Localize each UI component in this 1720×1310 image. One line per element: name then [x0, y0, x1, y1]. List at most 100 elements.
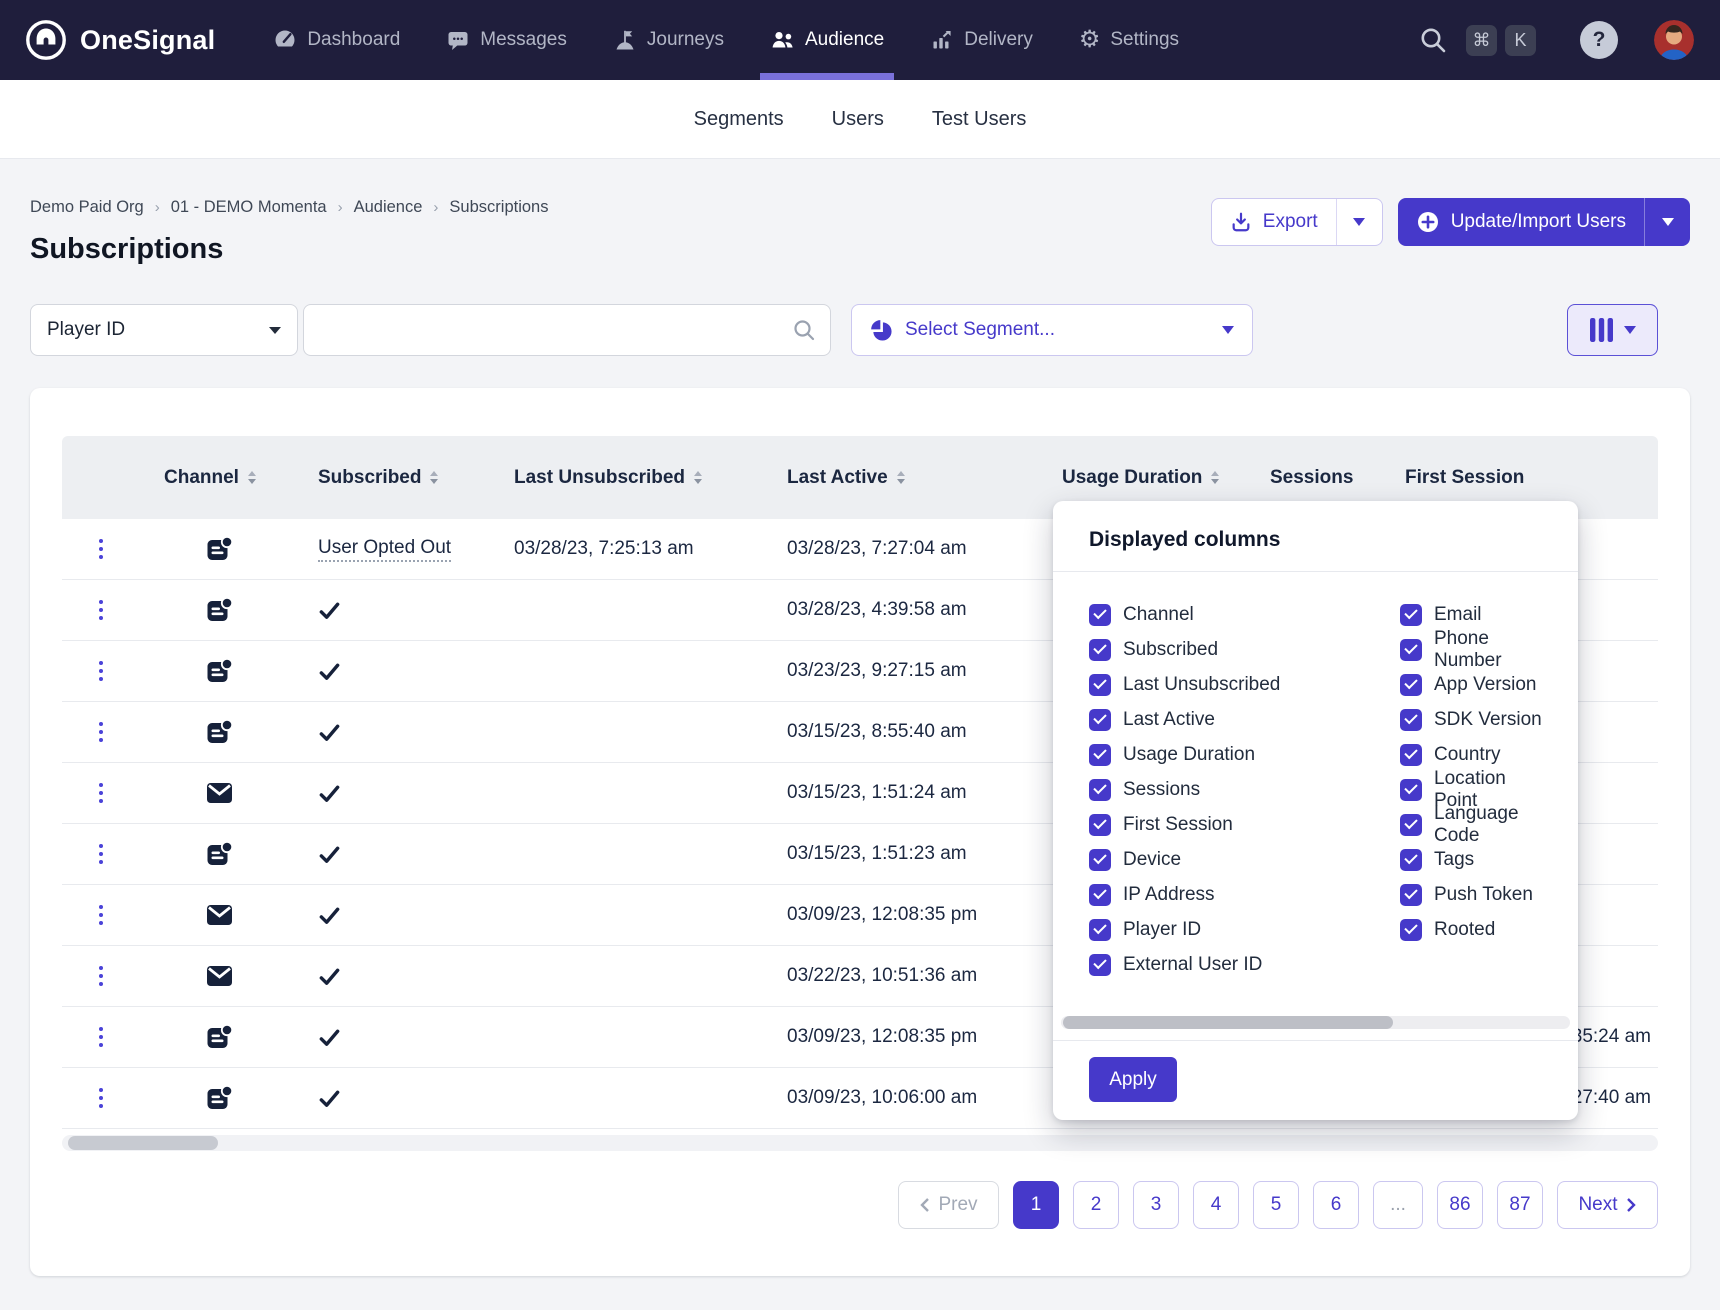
page-button-3[interactable]: 3: [1133, 1181, 1179, 1229]
channel-cell: [140, 824, 299, 884]
header-channel[interactable]: Channel: [140, 436, 299, 519]
apply-button[interactable]: Apply: [1089, 1057, 1177, 1102]
segment-selector[interactable]: Select Segment...: [851, 304, 1253, 356]
subscribed-cell: [299, 641, 494, 701]
search-icon[interactable]: [1418, 25, 1448, 55]
search-input[interactable]: [320, 319, 791, 341]
last-active-cell: 03/15/23, 1:51:23 am: [767, 824, 1042, 884]
nav-settings[interactable]: ⚙ Settings: [1079, 0, 1179, 80]
checkbox-last-unsubscribed[interactable]: Last Unsubscribed: [1089, 667, 1400, 702]
checkbox-push-token[interactable]: Push Token: [1400, 877, 1542, 912]
scrollbar-thumb[interactable]: [68, 1136, 218, 1150]
row-menu-button[interactable]: [93, 533, 110, 566]
audience-people-icon: [770, 28, 795, 52]
channel-cell: [140, 641, 299, 701]
page-ellipsis[interactable]: ...: [1373, 1181, 1423, 1229]
subnav-segments[interactable]: Segments: [694, 108, 784, 131]
breadcrumb-org[interactable]: Demo Paid Org: [30, 198, 144, 217]
checkbox-usage-duration[interactable]: Usage Duration: [1089, 737, 1400, 772]
row-menu-button[interactable]: [93, 899, 110, 932]
subnav-test-users[interactable]: Test Users: [932, 108, 1026, 131]
last-unsubscribed-cell: [494, 580, 767, 640]
popup-horizontal-scrollbar[interactable]: [1061, 1016, 1570, 1029]
page-button-5[interactable]: 5: [1253, 1181, 1299, 1229]
nav-journeys[interactable]: Journeys: [613, 0, 724, 80]
row-menu-button[interactable]: [93, 777, 110, 810]
page-button-6[interactable]: 6: [1313, 1181, 1359, 1229]
checkbox-subscribed[interactable]: Subscribed: [1089, 632, 1400, 667]
checkbox-ip-address[interactable]: IP Address: [1089, 877, 1400, 912]
checkbox-sdk-version[interactable]: SDK Version: [1400, 702, 1542, 737]
last-active-cell: 03/15/23, 1:51:24 am: [767, 763, 1042, 823]
checkbox-first-session[interactable]: First Session: [1089, 807, 1400, 842]
nav-messages[interactable]: Messages: [446, 0, 567, 80]
checkbox-checked-icon: [1400, 674, 1422, 696]
pagination: Prev 1 2 3 4 5 6 ... 86 87 Next: [62, 1181, 1658, 1229]
search-field-selector[interactable]: Player ID: [30, 304, 298, 356]
checkbox-sessions[interactable]: Sessions: [1089, 772, 1400, 807]
checkbox-checked-icon: [1400, 849, 1422, 871]
header-last-unsubscribed[interactable]: Last Unsubscribed: [494, 436, 767, 519]
displayed-columns-button[interactable]: [1567, 304, 1658, 356]
export-button[interactable]: Export: [1212, 199, 1336, 245]
breadcrumb-audience[interactable]: Audience: [354, 198, 423, 217]
row-menu-button[interactable]: [93, 838, 110, 871]
page-button-1[interactable]: 1: [1013, 1181, 1059, 1229]
update-import-button[interactable]: Update/Import Users: [1398, 198, 1644, 246]
nav-dashboard[interactable]: Dashboard: [273, 0, 400, 80]
row-menu-button[interactable]: [93, 655, 110, 688]
row-menu-button[interactable]: [93, 1082, 110, 1115]
row-menu-button[interactable]: [93, 1021, 110, 1054]
update-import-label: Update/Import Users: [1451, 211, 1626, 233]
checkbox-language-code[interactable]: Language Code: [1400, 807, 1542, 842]
checkbox-app-version[interactable]: App Version: [1400, 667, 1542, 702]
next-page-button[interactable]: Next: [1557, 1181, 1658, 1229]
cmd-key-badge[interactable]: ⌘: [1466, 25, 1497, 56]
checkbox-device[interactable]: Device: [1089, 842, 1400, 877]
checkbox-rooted[interactable]: Rooted: [1400, 912, 1542, 947]
page-button-4[interactable]: 4: [1193, 1181, 1239, 1229]
sort-icon: [430, 471, 438, 484]
popup-header: Displayed columns: [1053, 501, 1578, 572]
header-subscribed[interactable]: Subscribed: [299, 436, 494, 519]
checkbox-last-active[interactable]: Last Active: [1089, 702, 1400, 737]
nav-audience[interactable]: Audience: [770, 0, 884, 80]
prev-page-button[interactable]: Prev: [898, 1181, 999, 1229]
breadcrumb-app[interactable]: 01 - DEMO Momenta: [171, 198, 327, 217]
checkbox-external-user-id[interactable]: External User ID: [1089, 947, 1400, 982]
nav-delivery[interactable]: Delivery: [930, 0, 1033, 80]
subscribed-cell: [299, 702, 494, 762]
page-button-2[interactable]: 2: [1073, 1181, 1119, 1229]
search-icon: [791, 317, 817, 343]
scrollbar-thumb[interactable]: [1063, 1016, 1393, 1029]
subscribed-cell: [299, 580, 494, 640]
checkbox-tags[interactable]: Tags: [1400, 842, 1542, 877]
checkbox-channel[interactable]: Channel: [1089, 597, 1400, 632]
checkbox-player-id[interactable]: Player ID: [1089, 912, 1400, 947]
update-import-dropdown-caret[interactable]: [1644, 198, 1690, 246]
plus-circle-icon: [1416, 210, 1440, 234]
journeys-flag-icon: [613, 28, 637, 52]
opted-out-link[interactable]: User Opted Out: [318, 537, 451, 562]
last-active-cell: 03/15/23, 8:55:40 am: [767, 702, 1042, 762]
page-button-86[interactable]: 86: [1437, 1181, 1483, 1229]
checkbox-phone-number[interactable]: Phone Number: [1400, 632, 1542, 667]
help-button[interactable]: ?: [1580, 21, 1618, 59]
user-avatar[interactable]: [1654, 20, 1694, 60]
row-menu-button[interactable]: [93, 716, 110, 749]
onesignal-logo-icon: [24, 18, 68, 62]
k-key-badge[interactable]: K: [1505, 25, 1536, 56]
horizontal-scrollbar[interactable]: [62, 1135, 1658, 1151]
row-menu-button[interactable]: [93, 594, 110, 627]
checkbox-checked-icon: [1400, 919, 1422, 941]
chevron-down-icon: [1662, 218, 1674, 226]
subnav-users[interactable]: Users: [832, 108, 884, 131]
subscribed-cell: [299, 1007, 494, 1067]
checkbox-checked-icon: [1089, 604, 1111, 626]
row-menu-button[interactable]: [93, 960, 110, 993]
export-dropdown-caret[interactable]: [1336, 199, 1382, 245]
onesignal-logo[interactable]: OneSignal: [24, 18, 215, 62]
nav-label: Messages: [480, 29, 567, 51]
header-last-active[interactable]: Last Active: [767, 436, 1042, 519]
page-button-87[interactable]: 87: [1497, 1181, 1543, 1229]
